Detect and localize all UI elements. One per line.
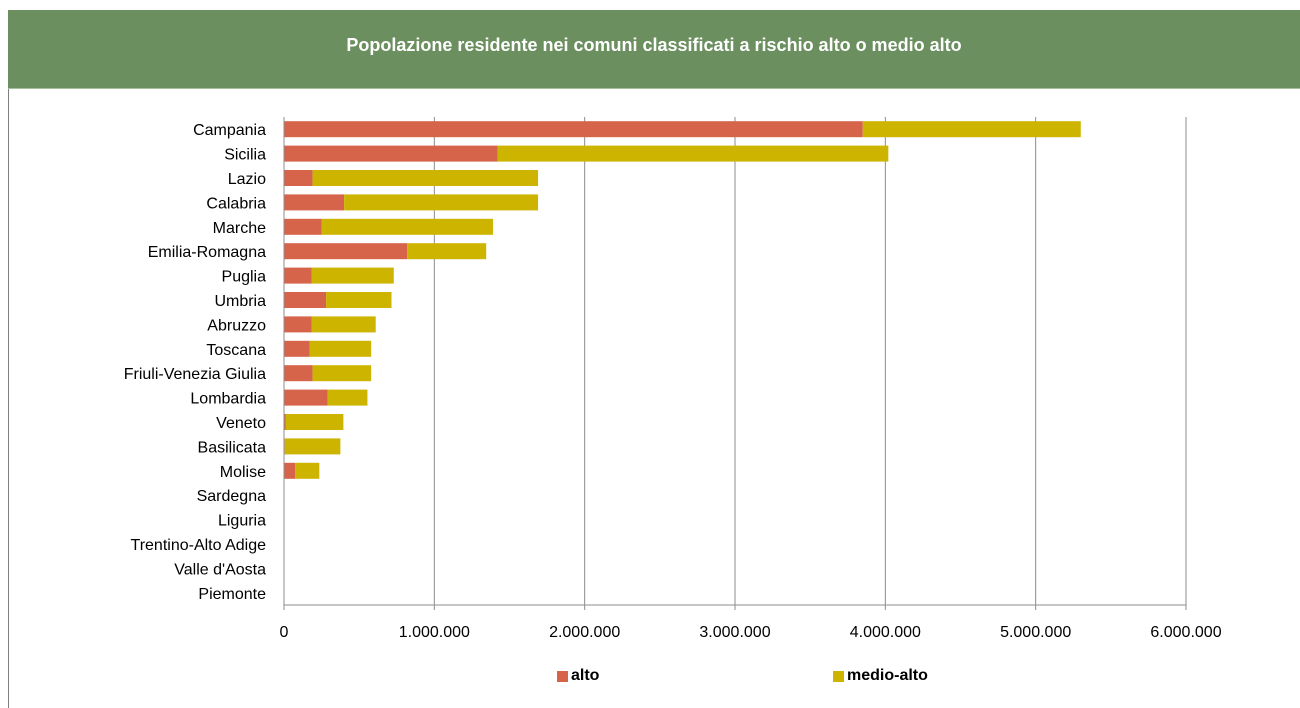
gridlines (433, 117, 1187, 605)
bar-medio-alto (326, 292, 392, 308)
x-tick-label-5: 5.000.000 (1000, 624, 1071, 641)
bar-medio-alto (407, 243, 487, 260)
axes (283, 117, 1187, 610)
bar-medio-alto (862, 121, 1081, 138)
header-divider (8, 88, 1300, 89)
tick-labels: 0 1.000.000 2.000.000 3.000.000 4.000.000 5.0… (280, 624, 1222, 641)
legend-swatch-alto (557, 670, 568, 682)
bar-medio-alto (497, 145, 889, 162)
bar-alto (284, 170, 313, 186)
bar-alto (284, 194, 345, 211)
category-label: Veneto (216, 415, 266, 432)
bar-medio-alto (327, 389, 368, 406)
legend-item-medio-alto: medio-alto (833, 667, 928, 685)
x-tick-label-4: 4.000.000 (850, 624, 921, 641)
chart-title: Popolazione residente nei comuni classif… (346, 34, 962, 55)
legend-swatch-medio-alto (833, 670, 844, 682)
bar-alto (284, 462, 296, 479)
category-label: Umbria (214, 293, 266, 310)
bar-alto (284, 267, 312, 284)
category-label: Friuli-Venezia Giulia (124, 366, 266, 383)
category-label: Marche (213, 220, 266, 237)
category-label: Lombardia (190, 391, 266, 408)
bar-medio-alto (344, 194, 539, 211)
category-label: Emilia-Romagna (148, 244, 266, 261)
bar-medio-alto (312, 365, 372, 382)
category-label: Abruzzo (207, 317, 266, 334)
category-labels: Campania Sicilia Lazio Calabria Marche Emilia… (124, 122, 266, 603)
category-label: Toscana (206, 342, 266, 359)
bar-medio-alto (284, 438, 341, 455)
category-label: Calabria (206, 195, 266, 212)
category-label: Puglia (222, 269, 267, 286)
chart-frame-border (8, 10, 9, 708)
bar-medio-alto (295, 462, 320, 479)
x-tick-label-6: 6.000.000 (1150, 624, 1221, 641)
bar-medio-alto (311, 316, 376, 333)
category-label: Molise (220, 464, 266, 481)
legend-item-alto: alto (557, 667, 599, 685)
bar-medio-alto (285, 414, 344, 430)
legend-label-alto: alto (571, 667, 600, 684)
bar-alto (284, 389, 328, 406)
bar-medio-alto (321, 218, 493, 235)
category-label: Valle d'Aosta (174, 561, 266, 578)
legend: alto medio-alto (0, 667, 1300, 689)
bar-medio-alto (312, 170, 539, 186)
x-tick-label-1: 1.000.000 (399, 624, 470, 641)
bar-alto (284, 414, 286, 430)
legend-label-medio-alto: medio-alto (847, 667, 928, 684)
chart-header: Popolazione residente nei comuni classif… (8, 10, 1300, 88)
bar-alto (284, 121, 863, 138)
x-tick-label-3: 3.000.000 (699, 624, 770, 641)
category-label: Piemonte (198, 586, 266, 603)
bar-alto (284, 292, 327, 308)
category-label: Campania (193, 122, 266, 139)
bar-alto (284, 218, 322, 235)
category-label: Sicilia (224, 147, 266, 164)
category-label: Trentino-Alto Adige (131, 537, 267, 554)
bar-medio-alto (311, 267, 394, 284)
bar-alto (284, 340, 310, 357)
bar-medio-alto (309, 340, 372, 357)
x-tick-label-0: 0 (280, 624, 289, 641)
category-label: Sardegna (197, 488, 266, 505)
bar-alto (284, 243, 408, 260)
x-tick-label-2: 2.000.000 (549, 624, 620, 641)
bars (284, 121, 1081, 479)
category-label: Liguria (218, 513, 266, 530)
bar-alto (284, 365, 313, 382)
category-label: Basilicata (198, 439, 267, 456)
bar-alto (284, 145, 498, 162)
bar-alto (284, 316, 312, 333)
category-label: Lazio (228, 171, 266, 188)
